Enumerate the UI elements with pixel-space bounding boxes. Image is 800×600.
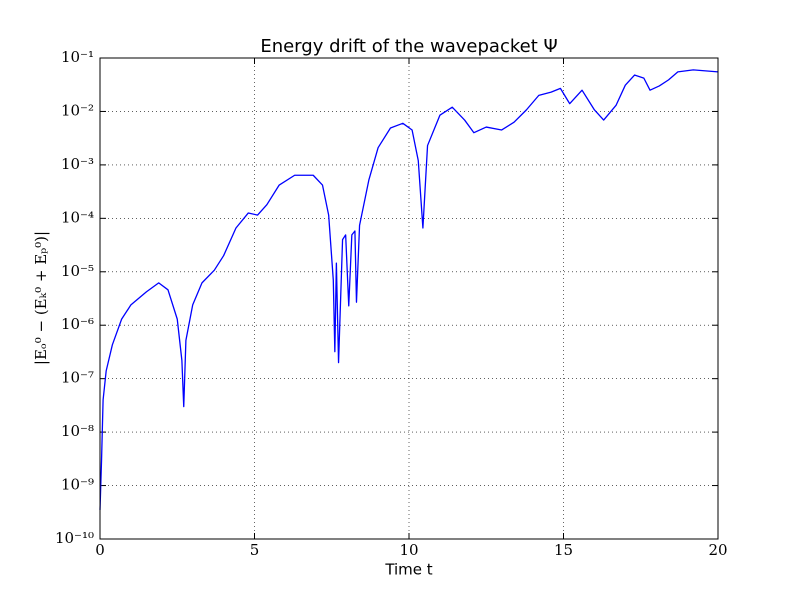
y-axis-label: |Eₒ⁰ − (Eₖ⁰ + Eₚ⁰)| — [32, 231, 50, 365]
y-tick-label: 10⁻¹⁰ — [55, 529, 94, 547]
y-tick-label: 10⁻⁸ — [61, 422, 94, 440]
y-tick-label: 10⁻² — [61, 101, 94, 119]
plot-frame — [99, 57, 719, 540]
x-tick-label: 15 — [554, 541, 573, 559]
y-tick-label: 10⁻⁵ — [61, 262, 94, 280]
y-tick-label: 10⁻⁹ — [61, 476, 94, 494]
x-tick-label: 20 — [708, 541, 727, 559]
y-tick-label: 10⁻³ — [61, 155, 94, 173]
x-tick-label: 0 — [95, 541, 105, 559]
y-tick-label: 10⁻¹ — [61, 48, 94, 66]
y-tick-label: 10⁻⁷ — [61, 369, 94, 387]
chart-title: Energy drift of the wavepacket Ψ — [260, 36, 557, 57]
data-line — [99, 69, 719, 510]
x-axis-label: Time t — [384, 561, 432, 579]
x-tick-label: 5 — [250, 541, 260, 559]
y-tick-label: 10⁻⁴ — [61, 208, 94, 226]
y-tick-label: 10⁻⁶ — [61, 315, 94, 333]
x-tick-label: 10 — [399, 541, 418, 559]
